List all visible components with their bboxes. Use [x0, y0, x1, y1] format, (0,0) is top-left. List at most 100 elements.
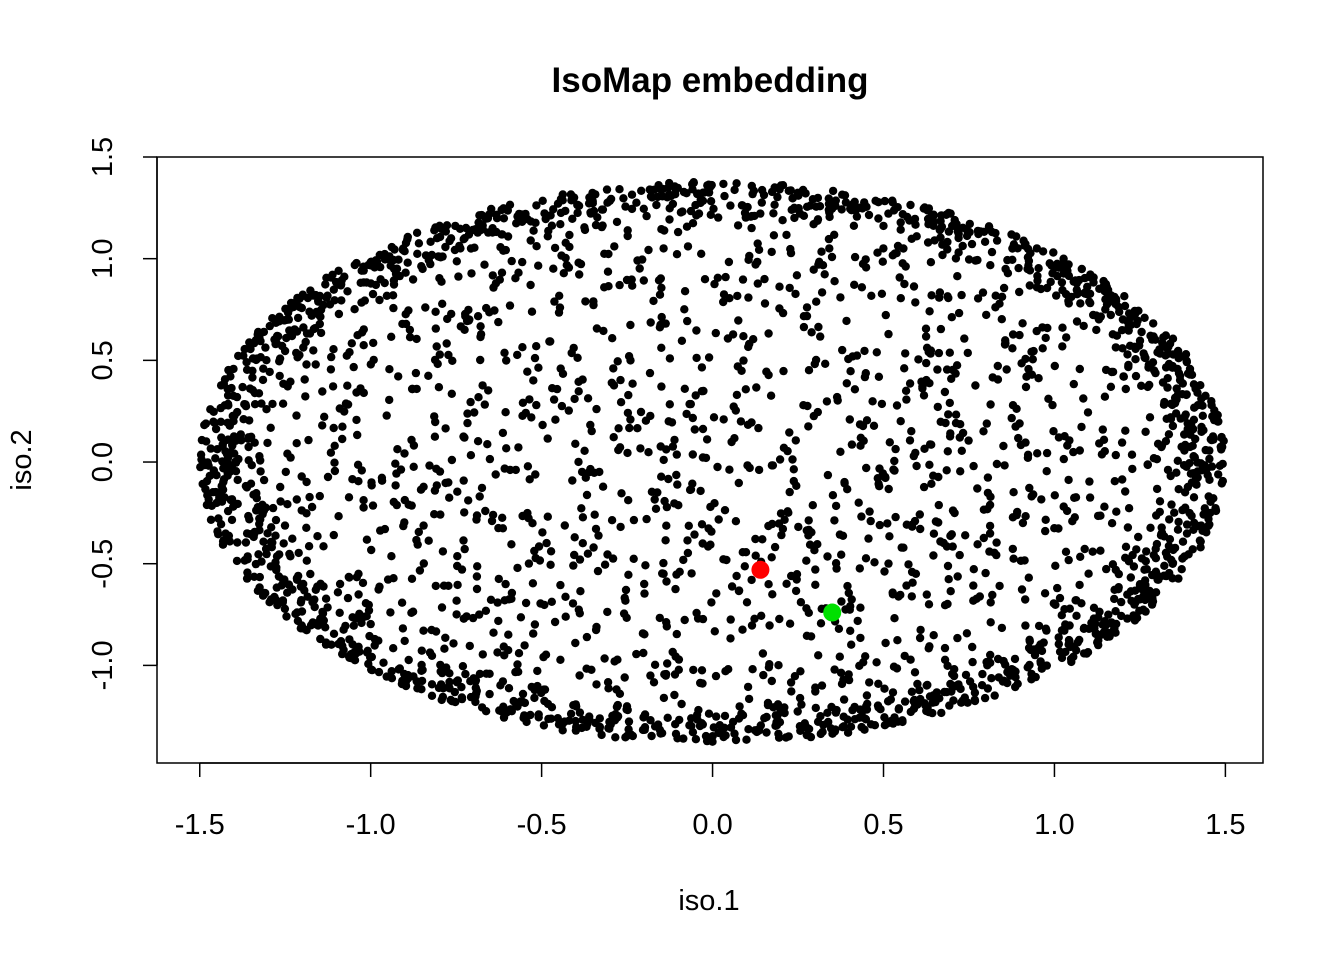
data-point: [762, 728, 771, 737]
data-point: [335, 608, 344, 617]
data-point: [1028, 355, 1038, 364]
data-point: [702, 435, 712, 444]
data-point: [309, 346, 318, 355]
data-point: [659, 693, 669, 703]
data-point: [733, 362, 742, 371]
data-point: [748, 665, 757, 674]
data-point: [880, 567, 889, 576]
data-point: [677, 699, 686, 709]
data-point: [875, 520, 884, 530]
data-point: [893, 636, 902, 645]
data-point: [944, 575, 953, 584]
data-point: [916, 625, 925, 635]
data-point: [927, 440, 936, 449]
data-point: [742, 598, 752, 607]
axes-layer: -1.5 -1.0 -0.5 0.0 0.5 1.0 1.5-1.0-0.50.00.51.…: [87, 137, 1246, 841]
data-point: [571, 439, 580, 448]
data-point: [526, 710, 535, 720]
data-point: [792, 271, 802, 280]
data-point: [664, 190, 674, 199]
data-point: [935, 293, 944, 302]
data-point: [262, 356, 271, 365]
data-point: [673, 227, 683, 237]
data-point: [1156, 349, 1165, 358]
data-point: [1042, 448, 1052, 458]
x-tick-label: -1.5: [175, 809, 225, 841]
data-point: [795, 693, 805, 703]
data-point: [1048, 400, 1057, 410]
data-point: [888, 251, 897, 260]
data-point: [757, 185, 767, 195]
data-point: [1131, 355, 1140, 364]
data-point: [726, 634, 735, 643]
data-point: [528, 579, 538, 588]
data-point: [696, 678, 705, 688]
data-point: [657, 312, 666, 322]
data-point: [1024, 573, 1034, 582]
data-point: [688, 450, 697, 459]
data-point: [1159, 400, 1169, 409]
data-point: [1182, 529, 1192, 538]
data-point: [690, 530, 699, 539]
plot-frame: [156, 156, 1264, 764]
data-point: [513, 350, 522, 360]
data-point: [665, 354, 675, 363]
data-point: [1051, 561, 1060, 570]
data-point: [401, 310, 410, 319]
data-point: [287, 331, 297, 341]
data-point: [530, 693, 539, 703]
data-point: [646, 318, 655, 327]
data-point: [794, 204, 803, 213]
data-point: [900, 697, 910, 706]
data-point: [1182, 462, 1191, 471]
data-point: [615, 185, 624, 194]
data-point: [472, 511, 482, 520]
data-point: [884, 559, 893, 568]
data-point: [573, 353, 582, 362]
data-point: [1196, 543, 1205, 552]
data-point: [578, 513, 588, 522]
data-point: [526, 280, 535, 290]
data-point: [417, 646, 426, 655]
data-point: [983, 473, 993, 482]
data-point: [436, 510, 445, 519]
data-point: [589, 300, 598, 310]
data-point: [574, 457, 583, 467]
data-point: [1023, 450, 1033, 459]
data-point: [558, 726, 567, 735]
data-point: [330, 458, 339, 467]
data-point: [747, 621, 757, 630]
data-point: [923, 214, 933, 224]
data-point: [784, 732, 793, 741]
data-point: [921, 332, 931, 341]
data-point: [1012, 510, 1021, 520]
data-point: [609, 364, 618, 373]
data-point: [656, 442, 665, 451]
data-point: [1072, 646, 1081, 655]
data-point: [1178, 505, 1187, 515]
data-point: [536, 599, 545, 608]
data-point: [1021, 354, 1030, 364]
data-point: [608, 334, 617, 343]
data-point: [400, 636, 409, 646]
data-point: [329, 423, 338, 433]
data-point: [661, 319, 670, 328]
data-point: [1172, 468, 1181, 477]
data-point: [657, 472, 666, 481]
data-point: [706, 502, 715, 512]
data-point: [413, 249, 422, 258]
data-point: [500, 596, 509, 605]
data-point: [884, 484, 893, 494]
data-point: [982, 310, 991, 320]
data-point: [398, 319, 407, 329]
data-point: [424, 536, 433, 545]
data-point: [934, 518, 943, 527]
data-point: [961, 670, 971, 680]
data-point: [226, 495, 235, 505]
data-point: [957, 446, 966, 455]
data-point: [315, 319, 324, 329]
data-point: [979, 227, 989, 236]
data-point: [706, 197, 716, 206]
data-point: [949, 696, 958, 705]
data-point: [598, 482, 608, 491]
